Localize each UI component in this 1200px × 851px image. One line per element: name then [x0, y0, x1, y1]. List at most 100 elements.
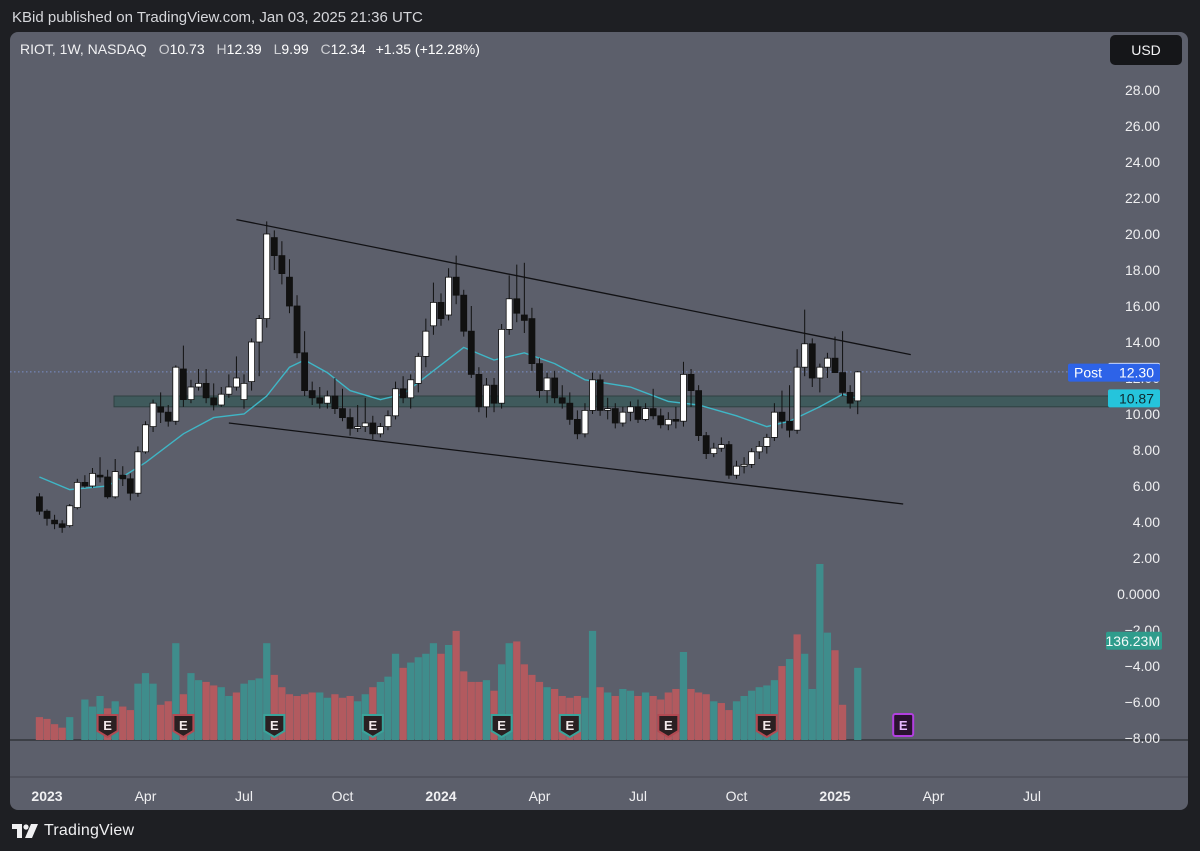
volume-bar	[149, 683, 157, 740]
candle-body	[846, 391, 854, 404]
tradingview-brand: TradingView	[44, 822, 135, 839]
earnings-marker: E	[892, 713, 915, 737]
volume-bar	[785, 659, 794, 740]
candle-body	[680, 373, 687, 422]
earnings-marker: E	[96, 714, 119, 739]
candle-body	[839, 372, 846, 393]
y-tick-label: 10.00	[1125, 406, 1160, 422]
price-chart[interactable]: E E E E E E E E E 28.00 26.00 24.00 22.00 20.00 18.00 1…	[10, 32, 1188, 810]
x-tick-label: Jul	[1023, 788, 1041, 804]
volume-bar	[770, 680, 778, 740]
volume-bar	[331, 694, 339, 740]
candle	[104, 469, 112, 499]
candle-body	[604, 408, 612, 411]
candle	[528, 307, 536, 371]
earnings-label: E	[270, 718, 279, 733]
candle	[142, 421, 149, 454]
candle-body	[611, 408, 619, 424]
volume-bar	[801, 653, 809, 740]
candle-body	[172, 366, 180, 422]
volume-bar	[232, 692, 241, 740]
candle-body	[270, 237, 278, 257]
post-price-label: 12.30	[1119, 365, 1154, 381]
candle-body	[816, 366, 824, 379]
volume-bar	[210, 685, 218, 740]
volume-bar	[460, 671, 468, 740]
post-price-box	[1068, 363, 1160, 382]
volume-bar	[316, 692, 324, 740]
candle-body	[331, 395, 339, 410]
candle	[717, 437, 725, 452]
volume-bar	[452, 630, 460, 740]
candle-body	[89, 472, 96, 487]
y-tick-label: 14.00	[1125, 334, 1160, 350]
tradingview-logo[interactable]: TradingView	[12, 822, 134, 840]
volume-bar	[126, 710, 134, 740]
candle-body	[702, 435, 710, 455]
symbol-label[interactable]: RIOT, 1W, NASDAQ	[20, 41, 147, 57]
candle-body	[717, 444, 725, 449]
candle	[346, 408, 354, 436]
volume-bar	[505, 643, 513, 740]
candle	[664, 412, 672, 431]
candle-body	[755, 445, 763, 453]
y-tick-label: 18.00	[1125, 262, 1160, 278]
candle	[551, 370, 559, 404]
candle-body	[710, 447, 718, 455]
low-label: L	[273, 41, 282, 57]
currency-button[interactable]: USD	[1110, 35, 1182, 65]
candle-body	[460, 294, 468, 332]
candle-body	[384, 415, 392, 427]
candle	[437, 293, 445, 326]
volume-bar	[679, 652, 688, 740]
chart-panel[interactable]: E E E E E E E E E 28.00 26.00 24.00 22.00 20.00 18.00 1…	[10, 32, 1188, 810]
volume-bar	[187, 673, 195, 740]
tradingview-logo-icon	[12, 824, 38, 838]
candle-body	[248, 341, 255, 382]
volume-bar	[354, 701, 362, 740]
volume-bar	[422, 653, 430, 740]
candle-body	[111, 471, 119, 498]
candle-body	[808, 343, 816, 379]
candle-body	[733, 465, 740, 476]
earnings-label: E	[565, 718, 574, 733]
candle-body	[695, 390, 703, 437]
candle-body	[66, 505, 74, 526]
volume-bar	[164, 701, 172, 740]
volume-bar	[270, 674, 278, 740]
candle	[581, 403, 589, 438]
candle-body	[854, 371, 862, 402]
volume-bar	[217, 687, 225, 740]
volume-bar	[778, 666, 786, 740]
volume-bar	[513, 641, 521, 740]
candle-body	[179, 368, 187, 401]
candle	[611, 403, 619, 429]
earnings-marker: E	[558, 714, 581, 739]
x-tick-label: Jul	[629, 788, 647, 804]
y-tick-label: 16.00	[1125, 298, 1160, 314]
volume-bar	[740, 696, 748, 740]
candle	[339, 388, 346, 422]
candle-body	[278, 255, 286, 275]
earnings-badge	[263, 714, 286, 739]
volume-bar	[535, 681, 544, 740]
candle-body	[142, 424, 149, 453]
candle	[520, 262, 528, 333]
y-tick-label: 28.00	[1125, 82, 1160, 98]
volume-bar	[66, 717, 74, 740]
volume-bar	[225, 696, 233, 740]
candle	[210, 383, 218, 411]
upper-trendline	[236, 218, 911, 356]
volume-bar	[793, 634, 801, 740]
earnings-label: E	[179, 718, 188, 733]
candle	[801, 309, 809, 377]
earnings-badge	[490, 714, 513, 739]
candle	[126, 473, 134, 501]
candle-body	[134, 451, 142, 494]
candle	[430, 282, 437, 335]
candle-body	[642, 408, 649, 420]
volume-bar	[831, 650, 839, 740]
candle-body	[210, 397, 218, 406]
x-tick-label: Jul	[235, 788, 253, 804]
